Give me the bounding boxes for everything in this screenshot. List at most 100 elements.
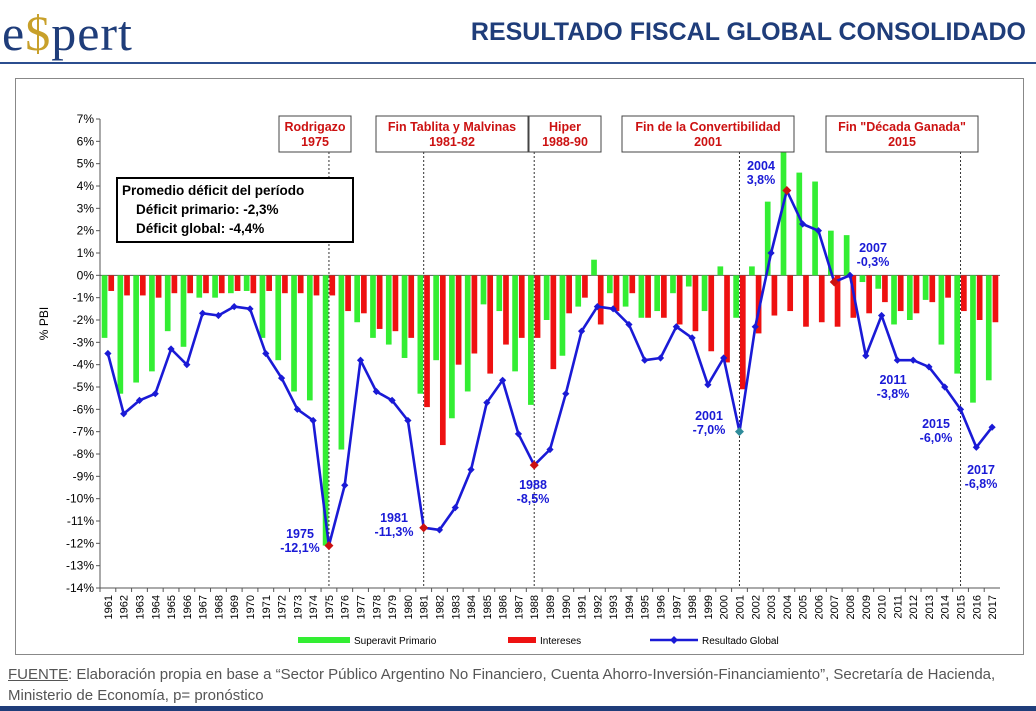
y-tick-label: -14% — [66, 581, 94, 595]
point-resultado-global — [341, 481, 349, 489]
bar-intereses — [171, 275, 178, 294]
y-tick-label: 5% — [77, 157, 95, 171]
bar-intereses — [739, 275, 746, 390]
point-highlight — [419, 523, 429, 533]
bar-intereses — [803, 275, 809, 327]
point-resultado-global — [514, 430, 523, 438]
point-highlight — [782, 185, 792, 195]
y-tick-label: 3% — [77, 201, 95, 215]
point-resultado-global — [309, 416, 317, 425]
footer-source-text: : Elaboración propia en base a “Sector P… — [8, 666, 996, 704]
y-tick-label: -6% — [73, 402, 95, 416]
y-tick-label: 7% — [77, 112, 95, 126]
point-resultado-global — [941, 383, 949, 391]
logo-text-pert: pert — [51, 5, 133, 61]
event-label-box — [528, 115, 602, 153]
x-tick-label: 2011 — [892, 595, 904, 619]
bar-superavit-primario — [401, 275, 408, 358]
bar-intereses — [203, 275, 209, 294]
point-resultado-global — [609, 305, 617, 313]
bar-intereses — [250, 275, 257, 294]
x-tick-label: 2010 — [877, 595, 889, 619]
event-label-period: 2001 — [694, 135, 722, 149]
bar-superavit-primario — [985, 275, 992, 381]
summary-primary-deficit: Déficit primario: -2,3% — [136, 202, 279, 217]
bar-superavit-primario — [828, 230, 834, 276]
event-label-title: Rodrigazo — [284, 120, 345, 134]
x-tick-label: 1984 — [466, 595, 478, 619]
x-tick-label: 1986 — [498, 595, 510, 619]
event-label-title: Fin Tablita y Malvinas — [388, 120, 516, 134]
y-tick-label: -4% — [73, 358, 95, 372]
bar-intereses — [897, 275, 904, 312]
x-tick-label: 1976 — [340, 595, 352, 619]
bar-intereses — [155, 275, 162, 298]
x-tick-label: 2003 — [766, 595, 778, 619]
bar-intereses — [234, 275, 241, 291]
bar-intereses — [408, 275, 415, 338]
point-resultado-global — [435, 526, 444, 534]
y-tick-label: -1% — [73, 291, 95, 305]
x-tick-label: 2015 — [956, 595, 968, 619]
point-label-value: -12,1% — [280, 541, 320, 555]
bar-superavit-primario — [875, 275, 882, 289]
bar-superavit-primario — [622, 275, 629, 307]
point-resultado-global — [720, 354, 728, 362]
bar-intereses — [566, 275, 572, 314]
x-tick-label: 2008 — [845, 595, 857, 619]
footer-source-label: FUENTE — [8, 666, 68, 683]
x-tick-label: 1999 — [703, 595, 715, 619]
bar-intereses — [629, 275, 636, 294]
point-resultado-global — [135, 396, 144, 404]
point-resultado-global — [799, 220, 807, 228]
point-resultado-global — [593, 303, 601, 311]
bar-intereses — [297, 275, 304, 294]
x-tick-label: 2017 — [987, 595, 999, 619]
point-resultado-global — [704, 381, 712, 389]
x-tick-label: 1980 — [403, 595, 415, 619]
bar-superavit-primario — [749, 266, 755, 276]
point-resultado-global — [151, 390, 159, 398]
point-resultado-global — [988, 423, 996, 431]
y-tick-label: -10% — [66, 492, 94, 506]
x-tick-label: 1994 — [624, 595, 636, 619]
x-tick-label: 1982 — [434, 595, 446, 619]
bar-intereses — [376, 275, 383, 329]
bar-superavit-primario — [180, 275, 187, 347]
point-label-value: 3,8% — [747, 173, 776, 187]
x-tick-label: 2014 — [940, 595, 952, 619]
y-tick-label: -9% — [73, 469, 95, 483]
x-tick-label: 2001 — [734, 595, 746, 619]
point-label-value: -3,8% — [877, 387, 910, 401]
bar-intereses — [945, 275, 951, 298]
event-label-box — [278, 115, 352, 153]
bar-intereses — [108, 275, 115, 291]
point-resultado-global — [877, 311, 886, 320]
bar-intereses — [597, 275, 604, 325]
bar-superavit-primario — [954, 275, 961, 374]
bar-intereses — [976, 275, 983, 320]
bar-intereses — [487, 275, 494, 374]
event-label-period: 1981-82 — [429, 135, 475, 149]
bar-intereses — [582, 275, 588, 298]
chart-frame — [15, 78, 1024, 655]
x-tick-label: 1989 — [545, 595, 557, 619]
bar-intereses — [187, 275, 194, 294]
bar-superavit-primario — [606, 275, 613, 294]
y-tick-label: 1% — [77, 246, 95, 260]
point-label-year: 2017 — [967, 463, 995, 477]
bar-superavit-primario — [906, 275, 913, 320]
point-resultado-global — [372, 387, 380, 396]
bar-superavit-primario — [859, 275, 866, 283]
x-tick-label: 2009 — [861, 595, 873, 619]
bottom-divider — [0, 706, 1036, 711]
point-label-year: 2015 — [922, 417, 950, 431]
point-resultado-global — [925, 363, 933, 371]
legend-swatch-superavit-primario — [298, 637, 350, 643]
legend-swatch-intereses — [508, 637, 536, 643]
y-tick-label: -3% — [73, 335, 95, 349]
x-tick-label: 1979 — [387, 595, 399, 619]
point-resultado-global — [562, 390, 570, 398]
point-resultado-global — [893, 356, 901, 364]
point-resultado-global — [451, 504, 459, 512]
